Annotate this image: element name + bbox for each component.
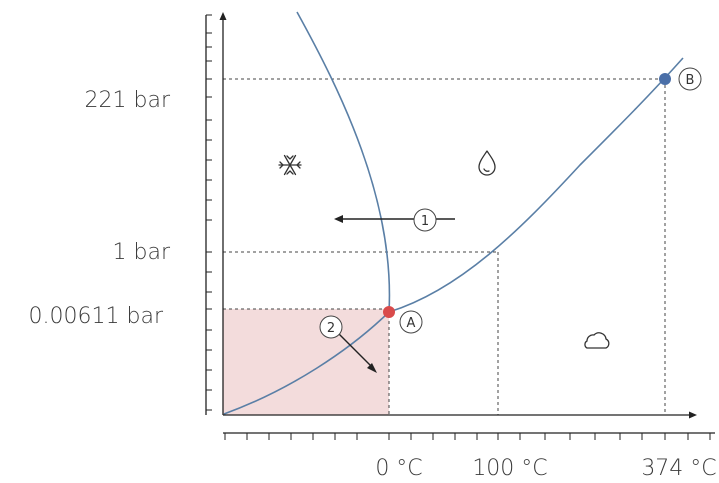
svg-text:1: 1 xyxy=(421,214,429,229)
vaporization-curve xyxy=(388,57,684,313)
svg-text:2: 2 xyxy=(327,321,335,336)
cloud-icon xyxy=(584,332,610,349)
y-axis xyxy=(205,12,227,415)
x-label-zero: 0 °C xyxy=(375,456,422,481)
y-label-critical-pressure: 221 bar xyxy=(85,88,171,113)
x-axis xyxy=(223,411,715,440)
y-label-one-bar: 1 bar xyxy=(113,240,171,265)
svg-text:A: A xyxy=(407,316,416,331)
y-label-triple-pressure: 0.00611 bar xyxy=(29,304,164,329)
x-label-boiling: 100 °C xyxy=(472,456,547,481)
critical-point-marker: B xyxy=(678,67,702,91)
svg-text:B: B xyxy=(686,73,695,88)
critical-point xyxy=(659,73,671,85)
process-marker-1: 1 xyxy=(413,208,437,232)
triple-point-marker: A xyxy=(399,310,423,334)
melting-curve xyxy=(296,11,391,313)
low-pressure-region xyxy=(223,309,389,415)
guide-lines xyxy=(223,78,666,415)
sublimation-curve xyxy=(223,311,390,415)
snowflake-icon xyxy=(278,154,302,176)
process-arrow-2 xyxy=(336,331,377,373)
process-arrow-1 xyxy=(334,215,455,223)
droplet-icon xyxy=(478,150,496,176)
x-label-critical-temperature: 374 °C xyxy=(641,456,716,481)
triple-point xyxy=(383,306,395,318)
process-marker-2: 2 xyxy=(319,315,343,339)
